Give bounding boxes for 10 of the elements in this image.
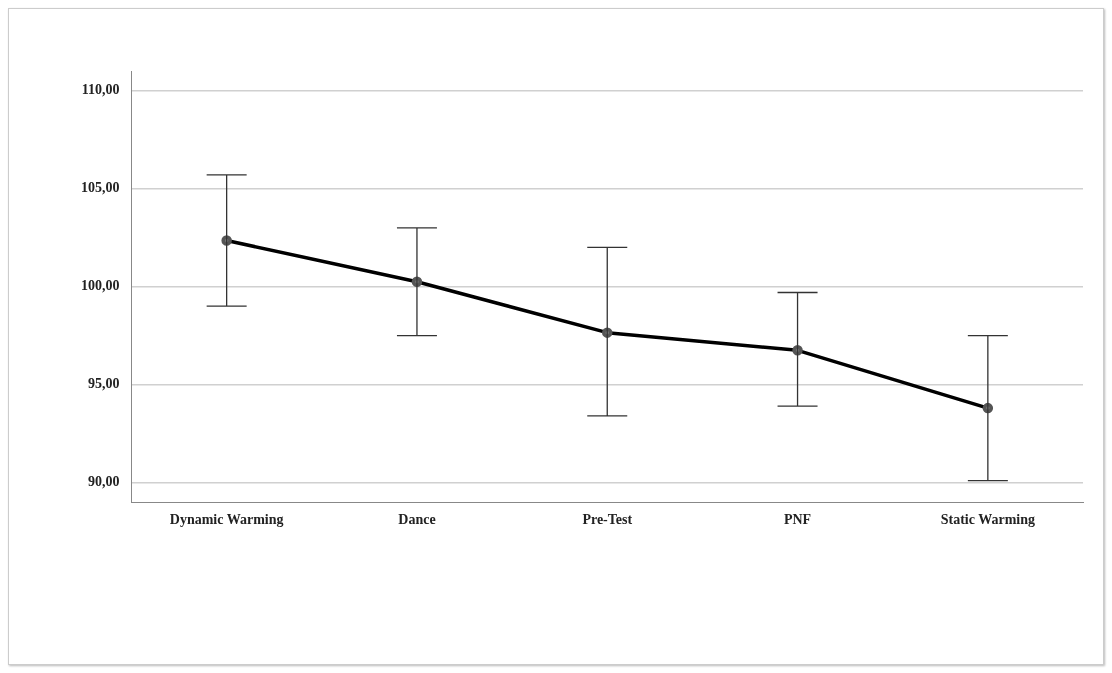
y-tick-label: 90,00 <box>88 474 120 490</box>
x-tick-label: PNF <box>783 512 812 528</box>
x-tick-label: Static Warming <box>940 512 1035 528</box>
y-tick-label: 110,00 <box>81 82 120 98</box>
x-tick-label: Dynamic Warming <box>169 512 284 528</box>
x-tick-label: Dance <box>398 512 436 528</box>
x-tick-label: Pre-Test <box>582 512 633 528</box>
y-tick-label: 95,00 <box>88 376 120 392</box>
y-tick-label: 100,00 <box>81 278 120 294</box>
y-tick-label: 105,00 <box>81 180 120 196</box>
